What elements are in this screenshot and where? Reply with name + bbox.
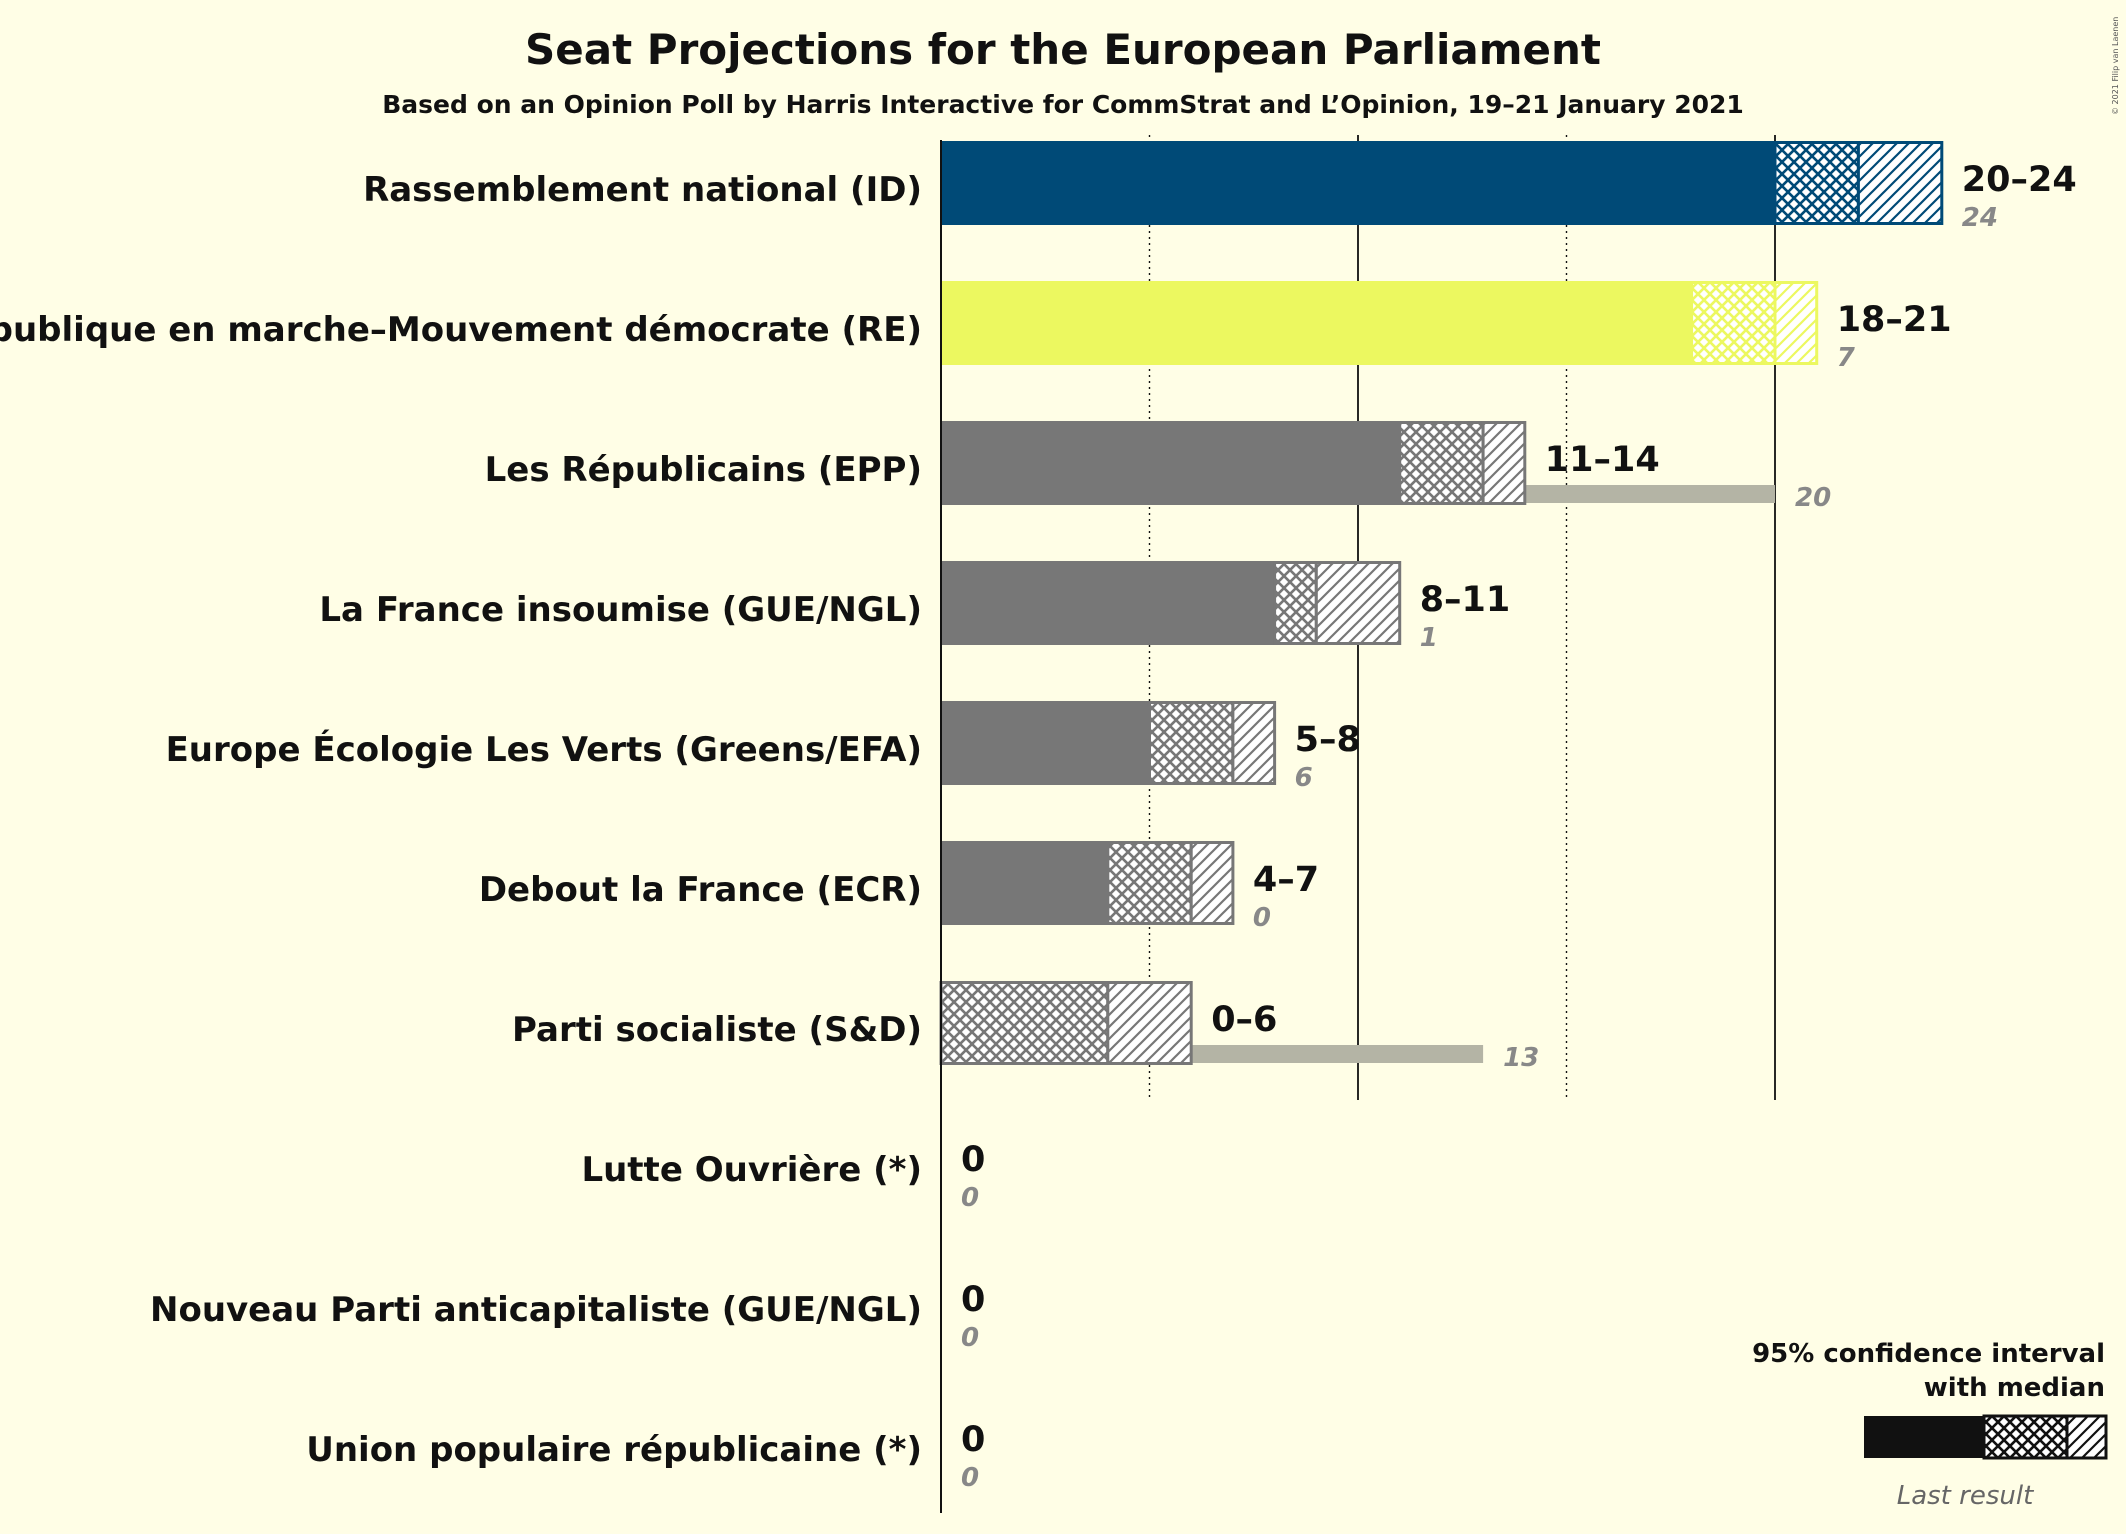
legend-title-line1: 95% confidence interval — [1752, 1339, 2105, 1369]
party-label: La République en marche–Mouvement démocr… — [0, 310, 922, 350]
range-label: 11–14 — [1545, 440, 1660, 480]
party-row: Europe Écologie Les Verts (Greens/EFA) 5–… — [166, 701, 1361, 793]
ci-crosshatch-bar — [1690, 281, 1777, 365]
range-label: 0 — [961, 1140, 985, 1180]
legend-crosshatch-swatch — [1982, 1414, 2069, 1460]
legend-diagonal-swatch — [2065, 1414, 2108, 1460]
party-label: Rassemblement national (ID) — [363, 170, 922, 210]
range-label: 0–6 — [1211, 1000, 1277, 1040]
range-label: 0 — [961, 1420, 985, 1460]
ci-crosshatch-bar — [1398, 421, 1485, 505]
last-result-label: 7 — [1837, 343, 1856, 373]
last-result-label: 20 — [1795, 483, 1831, 513]
projection-solid-bar — [941, 141, 1775, 225]
legend-title-line2: with median — [1924, 1373, 2105, 1403]
party-row: Lutte Ouvrière (*) 00 — [581, 1140, 985, 1213]
range-label: 18–21 — [1837, 300, 1952, 340]
party-row: Parti socialiste (S&D) 0–6 13 — [512, 981, 1539, 1073]
last-result-label: 1 — [1420, 623, 1438, 653]
copyright-note: © 2021 Filip van Laenen — [2111, 17, 2120, 115]
projection-solid-bar — [941, 281, 1692, 365]
party-row: La France insoumise (GUE/NGL) 8–111 — [319, 561, 1510, 653]
last-result-label: 0 — [961, 1323, 979, 1353]
ci-diagonal-bar — [1314, 561, 1402, 645]
party-label: Nouveau Parti anticapitaliste (GUE/NGL) — [150, 1290, 922, 1330]
party-row: Union populaire républicaine (*) 00 — [306, 1420, 985, 1493]
party-label: Debout la France (ECR) — [479, 870, 922, 910]
last-result-label: 6 — [1295, 763, 1313, 793]
last-result-label: 13 — [1503, 1043, 1539, 1073]
legend-solid-swatch — [1864, 1416, 1984, 1458]
ci-diagonal-bar — [1773, 281, 1819, 365]
projection-solid-bar — [941, 421, 1400, 505]
range-label: 5–8 — [1295, 720, 1361, 760]
ci-diagonal-bar — [1481, 421, 1527, 505]
party-label: La France insoumise (GUE/NGL) — [319, 590, 922, 630]
chart-subtitle: Based on an Opinion Poll by Harris Inter… — [382, 90, 1744, 119]
party-row: Nouveau Parti anticapitaliste (GUE/NGL) 0… — [150, 1280, 985, 1353]
ci-diagonal-bar — [1106, 981, 1193, 1065]
projection-solid-bar — [941, 841, 1108, 925]
ci-crosshatch-bar — [1106, 841, 1193, 925]
last-result-label: 24 — [1962, 203, 1998, 233]
last-result-label: 0 — [1253, 903, 1271, 933]
legend: 95% confidence interval with median Last… — [1752, 1339, 2108, 1511]
range-label: 4–7 — [1253, 860, 1319, 900]
range-label: 8–11 — [1420, 580, 1511, 620]
ci-diagonal-bar — [1231, 701, 1277, 785]
last-result-label: 0 — [961, 1183, 979, 1213]
party-row: Debout la France (ECR) 4–70 — [479, 841, 1319, 933]
legend-last-result-label: Last result — [1897, 1481, 2034, 1511]
projection-solid-bar — [941, 701, 1150, 785]
ci-diagonal-bar — [1189, 841, 1235, 925]
party-label: Les Républicains (EPP) — [485, 450, 922, 490]
range-label: 0 — [961, 1280, 985, 1320]
ci-diagonal-bar — [1856, 141, 1944, 225]
party-row: La République en marche–Mouvement démocr… — [0, 281, 1952, 373]
party-label: Europe Écologie Les Verts (Greens/EFA) — [166, 729, 922, 770]
party-label: Union populaire républicaine (*) — [306, 1430, 922, 1470]
last-result-label: 0 — [961, 1463, 979, 1493]
ci-crosshatch-bar — [1773, 141, 1860, 225]
chart-title: Seat Projections for the European Parlia… — [525, 25, 1601, 74]
ci-crosshatch-bar — [939, 981, 1110, 1065]
party-label: Lutte Ouvrière (*) — [581, 1150, 922, 1190]
projection-solid-bar — [941, 561, 1275, 645]
party-row: Les Républicains (EPP) 11–14 20 — [485, 421, 1831, 513]
range-label: 20–24 — [1962, 160, 2077, 200]
party-label: Parti socialiste (S&D) — [512, 1010, 922, 1050]
ci-crosshatch-bar — [1148, 701, 1235, 785]
ci-crosshatch-bar — [1273, 561, 1318, 645]
